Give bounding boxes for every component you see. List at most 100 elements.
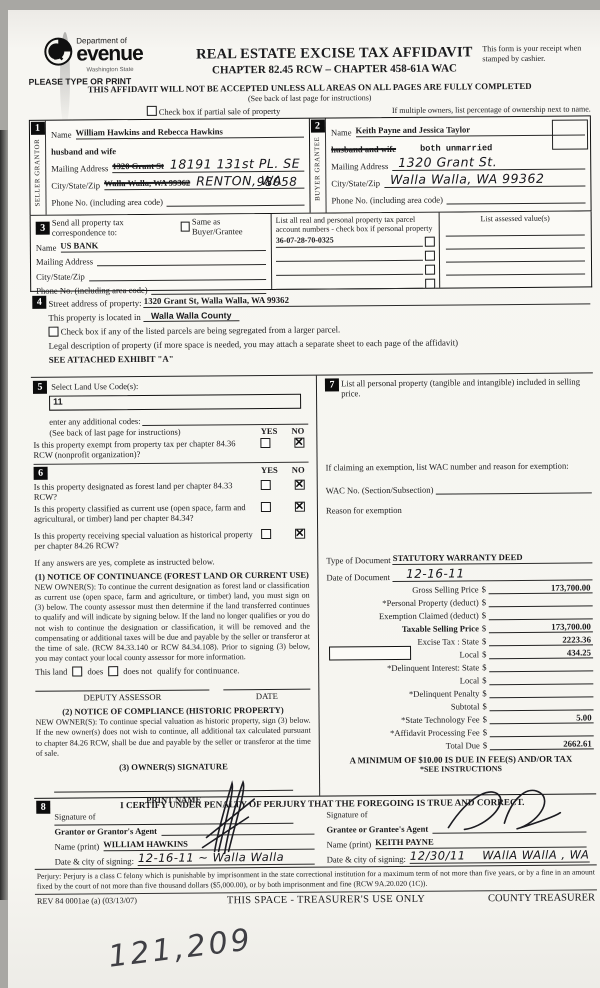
see-instructions-note: *SEE INSTRUCTIONS (419, 764, 503, 774)
buyer-city-handwriting: Walla Walla, WA 99362 (389, 170, 545, 188)
dollar-sign: $ (482, 701, 487, 712)
grantor-name-print-label: Name (print) (54, 841, 100, 852)
seller-phone-field[interactable] (166, 193, 305, 207)
correspondence-name-field[interactable]: US BANK (60, 238, 266, 253)
current-use-no-checkbox[interactable] (294, 501, 305, 512)
parcel-3-personal-checkbox[interactable] (425, 264, 436, 275)
land-use-code-field[interactable]: 11 (49, 393, 302, 411)
additional-codes-field[interactable] (142, 412, 309, 426)
same-as-buyer-checkbox[interactable] (180, 221, 190, 232)
treasurer-handwritten-number: 121,209 (106, 922, 255, 975)
partial-sale-checkbox[interactable] (146, 105, 157, 116)
located-in-label: This property is located in (48, 311, 141, 323)
county-field[interactable]: Walla Walla County (142, 310, 240, 322)
correspondence-name-label: Name (35, 242, 57, 253)
property-address-section: 4 Street address of property: 1320 Grant… (30, 287, 593, 378)
buyer-city-field[interactable]: Walla Walla, WA 99362 (383, 170, 586, 189)
assessor-date-line[interactable]: DATE (223, 688, 311, 702)
grantee-date-city-field[interactable]: 12/30/11 WAllA WAllA , WA (409, 847, 590, 864)
grantor-date-city-field[interactable]: 12-16-11 ~ Walla Walla (137, 849, 315, 867)
reason-blank-area[interactable] (326, 513, 592, 551)
correspondence-phone-field[interactable] (151, 281, 267, 295)
buyer-role-label: BUYER GRANTEE (314, 136, 322, 201)
technology-fee-field[interactable]: 5.00 (489, 712, 594, 725)
total-due-field[interactable]: 2662.61 (490, 738, 594, 751)
parcel-1-personal-checkbox[interactable] (424, 236, 435, 247)
scan-edge-shadow (0, 130, 9, 900)
scan-smudge (60, 32, 70, 127)
taxable-price-field[interactable]: 173,700.00 (489, 621, 593, 634)
exempt-yes-checkbox[interactable] (260, 437, 271, 449)
owners-signature-line[interactable] (54, 778, 294, 793)
doc-type-field[interactable]: STATUTORY WARRANTY DEED (392, 551, 593, 565)
tax-correspondence-section: 3 Send all property tax correspondence t… (29, 211, 593, 296)
grantee-date-handwriting: 12/30/11 WAllA WAllA , WA (409, 847, 590, 863)
parcel-2-personal-checkbox[interactable] (424, 250, 435, 261)
dollar-sign: $ (482, 727, 488, 738)
dollar-sign: $ (482, 675, 487, 686)
correspondence-mailing-field[interactable] (96, 252, 267, 267)
total-due-label: Total Due (445, 740, 480, 751)
parcel-number-field[interactable] (275, 248, 423, 262)
buyer-mailing-handwriting: 1320 Grant St. (398, 154, 498, 170)
ownership-percentage-box[interactable] (551, 119, 589, 150)
treasurer-use-label: THIS SPACE - TREASURER'S USE ONLY (226, 893, 426, 907)
form-header: Department of evenue Washington State PL… (28, 31, 590, 87)
buyer-phone-field[interactable] (446, 191, 586, 205)
historic-no-checkbox[interactable] (295, 528, 306, 539)
gross-price-field[interactable]: 173,700.00 (488, 582, 593, 595)
does-qualify-checkbox[interactable] (72, 666, 83, 677)
seller-name-field[interactable]: William Hawkins and Rebecca Hawkins (75, 125, 305, 140)
agency-name: evenue (76, 41, 143, 66)
buyer-name-label: Name (330, 127, 352, 138)
form-subtitle: CHAPTER 82.45 RCW – CHAPTER 458-61A WAC (211, 62, 458, 77)
does-not-qualify-checkbox[interactable] (108, 666, 119, 677)
excise-tax-state-field[interactable]: 2223.36 (489, 634, 594, 647)
parcel-4-personal-checkbox[interactable] (425, 278, 436, 289)
exempt-no-checkbox[interactable] (294, 437, 305, 448)
parcel-number-field[interactable] (276, 276, 424, 290)
dollar-sign: $ (482, 740, 488, 751)
grantee-agent-label: Grantee or Grantee's Agent (326, 823, 429, 835)
dollar-sign: $ (481, 636, 487, 647)
certification-section: 8 I CERTIFY UNDER PENALTY OF PERJURY THA… (34, 780, 597, 870)
buyer-mailing-field[interactable]: 1320 Grant St. (392, 153, 586, 171)
form-rev-number: REV 84 0001ae (a) (03/13/07) (36, 895, 137, 906)
grantee-date-city-label: Date & city of signing: (326, 853, 406, 865)
correspondence-city-field[interactable] (88, 267, 267, 281)
grantor-date-handwriting: 12-16-11 ~ Walla Walla (137, 849, 285, 866)
send-correspondence-label: Send all property tax correspondence to: (51, 217, 124, 238)
grantor-signature-line[interactable] (160, 822, 315, 836)
assessed-value-field[interactable] (445, 261, 586, 276)
parcel-number-field[interactable]: 36-07-28-70-0325 (275, 234, 423, 248)
yes-column-label: YES (260, 425, 278, 437)
revenue-logo-icon (44, 37, 73, 66)
segregated-checkbox[interactable] (48, 326, 59, 337)
receipt-note: This form is your receipt when stamped b… (482, 43, 582, 64)
dollar-sign: $ (481, 610, 487, 621)
parcel-number-field[interactable] (276, 262, 424, 276)
treasurer-stamp-box (329, 645, 412, 661)
buyer-relation-typed: both unmarried (420, 143, 493, 154)
assessed-value-field[interactable] (445, 222, 585, 237)
seller-relation: husband and wife (51, 146, 117, 157)
forest-yes-checkbox[interactable] (260, 479, 271, 491)
buyer-name-field[interactable]: Keith Payne and Jessica Taylor (355, 123, 586, 138)
historic-yes-checkbox[interactable] (261, 528, 272, 540)
exempt-question: Is this property exempt from property ta… (33, 438, 236, 460)
additional-codes-label: enter any additional codes: (49, 415, 141, 427)
excise-tax-local-field[interactable]: 434.25 (489, 647, 594, 660)
assessed-value-field[interactable] (445, 235, 585, 250)
deputy-assessor-signature-line[interactable]: DEPUTY ASSESSOR (35, 689, 210, 704)
does-not-label: does not (123, 666, 153, 677)
wac-number-field[interactable] (435, 481, 592, 495)
personal-property-blank-area[interactable] (325, 396, 591, 462)
assessed-value-field[interactable] (445, 248, 585, 263)
grantee-signature-line[interactable] (432, 820, 587, 834)
current-use-yes-checkbox[interactable] (260, 501, 271, 513)
buyer-section: 2 BUYER GRANTEE Name Keith Payne and Jes… (309, 116, 591, 213)
seller-mailing-field[interactable]: 1320 Grant St 18191 131st PL. SE (112, 155, 305, 174)
section5-instructions-note: (See back of last page for instructions) (49, 426, 181, 438)
doc-date-field[interactable]: 12-16-11 (392, 565, 593, 583)
forest-no-checkbox[interactable] (294, 479, 305, 490)
